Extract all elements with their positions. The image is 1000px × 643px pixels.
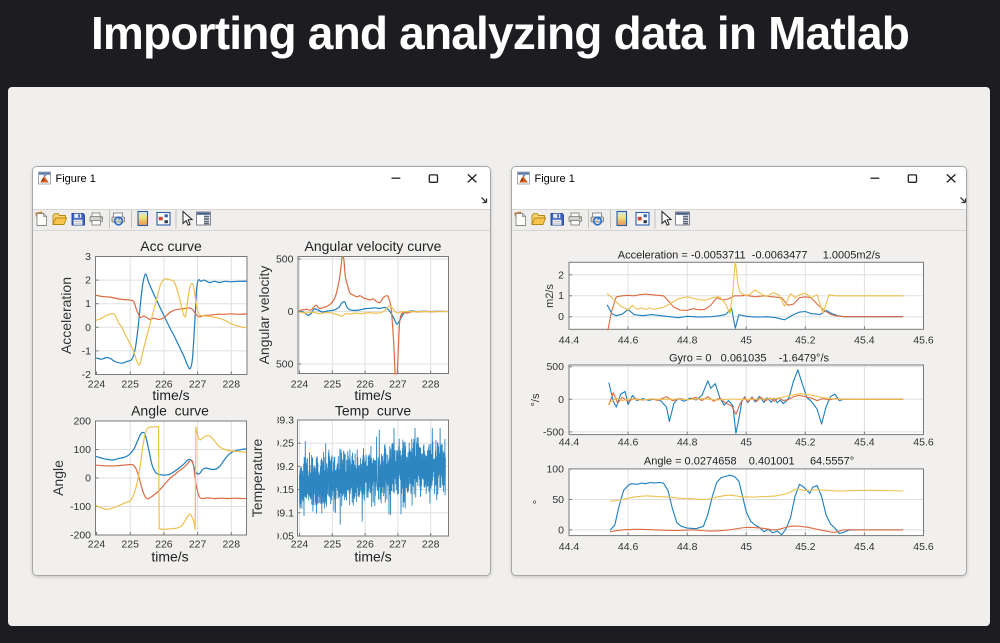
svg-text:Temperature: Temperature (249, 438, 265, 517)
svg-text:Angle curve: Angle curve (131, 403, 209, 419)
svg-text:0: 0 (85, 322, 91, 334)
svg-text:228: 228 (422, 539, 440, 551)
svg-text:224: 224 (291, 539, 309, 551)
svg-text:-2: -2 (82, 369, 91, 381)
svg-text:Temp curve: Temp curve (335, 403, 411, 419)
svg-text:39.15: 39.15 (268, 484, 294, 496)
svg-text:44.4: 44.4 (559, 541, 580, 553)
svg-text:44.6: 44.6 (618, 541, 639, 553)
svg-text:45.2: 45.2 (795, 437, 816, 449)
svg-text:225: 225 (121, 539, 139, 551)
svg-text:227: 227 (189, 539, 207, 551)
svg-text:Angle: Angle (50, 460, 66, 496)
svg-text:-100: -100 (70, 501, 91, 513)
svg-text:45: 45 (740, 437, 752, 449)
svg-text:228: 228 (223, 379, 241, 391)
svg-text:45.4: 45.4 (854, 541, 875, 553)
svg-text:time/s: time/s (151, 549, 188, 565)
svg-text:Angular velocity curve: Angular velocity curve (305, 238, 442, 254)
svg-text:45.6: 45.6 (913, 437, 934, 449)
svg-text:50: 50 (552, 494, 564, 506)
svg-text:2: 2 (85, 275, 91, 287)
svg-text:time/s: time/s (152, 387, 189, 403)
svg-text:-200: -200 (70, 530, 91, 542)
svg-text:39.05: 39.05 (268, 531, 294, 543)
svg-text:m2/s: m2/s (544, 284, 556, 308)
svg-text:-1: -1 (82, 345, 91, 357)
svg-text:0: 0 (558, 394, 564, 406)
svg-text:44.6: 44.6 (618, 437, 639, 449)
svg-text:Acceleration: Acceleration (58, 277, 74, 354)
svg-text:39.1: 39.1 (274, 507, 295, 519)
svg-text:0: 0 (85, 473, 91, 485)
svg-text:225: 225 (324, 379, 342, 391)
svg-text:Angle = 0.0274658 0.401001: Angle = 0.0274658 0.401001 64.5557° (644, 456, 854, 468)
svg-text:Gyro = 0 0.061035 -1.6479: Gyro = 0 0.061035 -1.6479°/s (669, 353, 830, 365)
svg-text:45.4: 45.4 (854, 335, 875, 347)
svg-text:500: 500 (276, 254, 294, 266)
svg-text:°/s: °/s (530, 393, 542, 406)
svg-text:39.3: 39.3 (274, 415, 295, 427)
svg-text:1: 1 (558, 290, 564, 302)
svg-text:225: 225 (121, 379, 139, 391)
svg-text:44.8: 44.8 (677, 335, 698, 347)
svg-text:0: 0 (288, 306, 294, 318)
svg-text:228: 228 (422, 379, 440, 391)
svg-text:45: 45 (740, 541, 752, 553)
svg-text:39.2: 39.2 (274, 461, 295, 473)
svg-text:224: 224 (88, 379, 106, 391)
svg-text:39.25: 39.25 (268, 438, 294, 450)
svg-text:44.8: 44.8 (677, 541, 698, 553)
svg-text:Acc curve: Acc curve (140, 238, 202, 254)
svg-text:45.6: 45.6 (913, 541, 934, 553)
svg-text:44.4: 44.4 (559, 335, 580, 347)
svg-text:time/s: time/s (354, 549, 391, 565)
svg-text:45: 45 (740, 335, 752, 347)
svg-text:44.8: 44.8 (677, 437, 698, 449)
svg-text:45.6: 45.6 (913, 335, 934, 347)
svg-text:44.4: 44.4 (559, 437, 580, 449)
svg-text:Figure 1: Figure 1 (56, 173, 96, 185)
svg-text:2: 2 (558, 269, 564, 281)
svg-text:227: 227 (189, 379, 207, 391)
svg-text:-500: -500 (543, 426, 564, 438)
svg-text:44.6: 44.6 (618, 335, 639, 347)
svg-text:Acceleration = -0.0053711 -0.: Acceleration = -0.0053711 -0.0063477 1.0… (618, 250, 881, 262)
svg-text:Angular velocity: Angular velocity (256, 266, 272, 365)
svg-text:226: 226 (155, 539, 173, 551)
svg-text:500: 500 (276, 359, 294, 371)
svg-text:45.4: 45.4 (854, 437, 875, 449)
svg-text:224: 224 (88, 539, 106, 551)
svg-text:226: 226 (356, 539, 374, 551)
svg-text:100: 100 (546, 464, 564, 476)
svg-text:225: 225 (324, 539, 342, 551)
svg-text:°: ° (532, 500, 544, 504)
svg-text:200: 200 (73, 416, 91, 428)
svg-text:time/s: time/s (354, 387, 391, 403)
svg-text:228: 228 (223, 539, 241, 551)
svg-text:226: 226 (356, 379, 374, 391)
svg-text:500: 500 (546, 361, 564, 373)
svg-text:45.2: 45.2 (795, 541, 816, 553)
svg-text:1: 1 (85, 298, 91, 310)
svg-text:45.2: 45.2 (795, 335, 816, 347)
svg-text:100: 100 (73, 444, 91, 456)
svg-text:226: 226 (155, 379, 173, 391)
svg-text:227: 227 (389, 379, 407, 391)
svg-text:0: 0 (558, 311, 564, 323)
svg-text:224: 224 (291, 379, 309, 391)
svg-text:3: 3 (85, 251, 91, 263)
svg-text:227: 227 (389, 539, 407, 551)
svg-text:0: 0 (558, 524, 564, 536)
